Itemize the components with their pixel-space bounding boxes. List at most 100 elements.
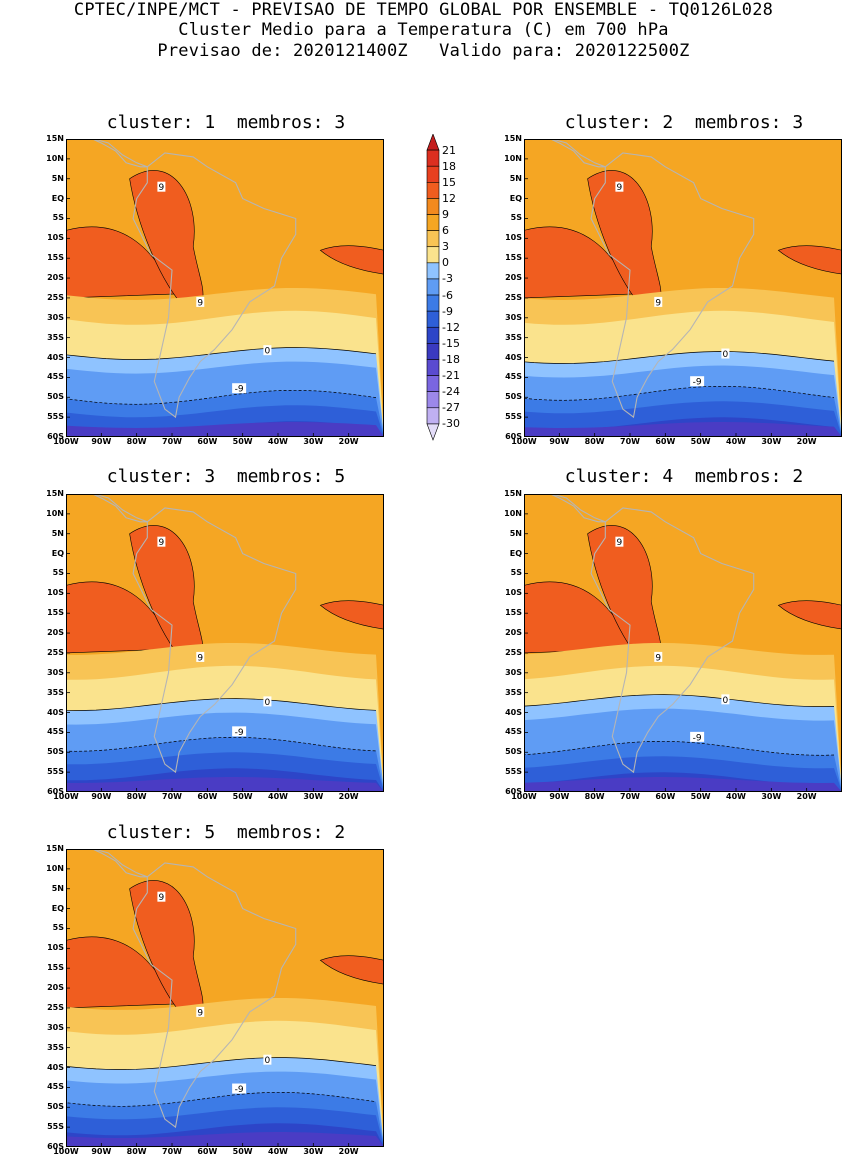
panel-title-1: cluster: 1 membros: 3 <box>106 112 346 133</box>
contour-label-0-box <box>263 345 272 356</box>
lat-label: 5N <box>509 173 522 183</box>
colorbar-swatch <box>426 375 440 392</box>
contour-label-minus9-box <box>690 731 705 742</box>
lat-label: 10S <box>47 943 64 953</box>
contour-label-0-box <box>263 1054 272 1065</box>
contour-label-minus9-box <box>232 383 247 394</box>
central-america-outline <box>66 139 148 168</box>
lat-label: 15N <box>46 844 64 853</box>
lat-label: 30S <box>505 312 522 322</box>
lat-label: 10N <box>504 153 522 163</box>
south-america-outline <box>132 507 297 774</box>
lat-label: 35S <box>505 687 522 697</box>
lon-label: 100W <box>511 792 537 801</box>
contour-label-minus9: -9 <box>232 383 247 395</box>
lon-label: 70W <box>162 437 182 446</box>
lat-label: 10N <box>46 153 64 163</box>
contour-label-9b-box <box>654 651 663 662</box>
lon-label: 40W <box>268 437 288 446</box>
contour-label-9: 9 <box>157 181 166 193</box>
contour-label-9: 9 <box>157 891 166 903</box>
lat-label: 60S <box>505 787 522 796</box>
lon-label: 20W <box>338 1147 359 1156</box>
central-america-outline <box>524 494 606 523</box>
panel-title-4: cluster: 4 membros: 2 <box>564 466 804 487</box>
map-canvas: 9 9 0 -9 <box>66 849 384 1147</box>
map-frame <box>66 139 384 437</box>
contour-minus9 <box>66 736 377 752</box>
lat-label: 40S <box>47 1062 64 1072</box>
contour-label-0: 0 <box>721 348 730 360</box>
contour-label-minus9: -9 <box>690 376 705 388</box>
colorbar-swatch <box>426 310 440 328</box>
lon-label: 70W <box>620 792 640 801</box>
map-canvas: 9 9 0 -9 <box>66 139 384 437</box>
lon-label: 30W <box>761 437 782 446</box>
contour-label-0: 0 <box>263 1054 272 1066</box>
temp-band-minus18-minus15 <box>524 777 842 792</box>
lat-label: 50S <box>47 747 64 757</box>
colorbar-tick-label: 18 <box>442 159 456 173</box>
lat-label: EQ <box>51 903 64 913</box>
colorbar-tick-label: -6 <box>442 288 453 302</box>
contour-label-9b-text: 9 <box>197 298 203 308</box>
contour-label-minus9-box <box>232 726 247 737</box>
colorbar-tick-label: -9 <box>442 304 453 318</box>
lat-label: 30S <box>47 1022 64 1032</box>
contour-label-minus9-text: -9 <box>693 733 702 743</box>
lon-label: 80W <box>126 1147 147 1156</box>
colorbar-tick-label: 9 <box>442 208 449 222</box>
temp-region-above-9-east <box>319 245 384 275</box>
colorbar-swatch <box>426 278 440 296</box>
colorbar-swatch <box>426 359 440 376</box>
lon-label: 60W <box>655 437 676 446</box>
colorbar-swatch <box>426 294 440 312</box>
lat-label: 35S <box>47 332 64 342</box>
lat-label: 5S <box>52 923 64 933</box>
contour-label-minus9-text: -9 <box>693 378 702 388</box>
contour-label-9b: 9 <box>654 296 663 308</box>
colorbar-tick-label: 15 <box>442 175 456 189</box>
contour-zero <box>66 698 377 711</box>
lat-label: 15S <box>47 963 64 973</box>
colorbar-tick-label: -21 <box>442 369 460 383</box>
contour-label-0: 0 <box>721 694 730 706</box>
colorbar: 21 18 15 12 9 6 3 0 -3 -6 -9 -12 -15 -18 -21 -24 -27 -30 <box>425 134 485 444</box>
contour-label-9-text: 9 <box>617 183 623 193</box>
contour-label-minus9: -9 <box>690 731 705 743</box>
lat-label: 60S <box>47 1142 64 1151</box>
lat-label: 50S <box>505 747 522 757</box>
lat-label: 60S <box>47 787 64 796</box>
lat-label: 10N <box>46 863 64 873</box>
colorbar-swatch <box>426 407 440 425</box>
colorbar-tick-label: 21 <box>442 143 456 157</box>
contour-label-9: 9 <box>157 536 166 548</box>
lat-label: 10S <box>47 588 64 598</box>
lat-label: 10N <box>504 508 522 518</box>
contour-label-9-box <box>157 536 166 547</box>
contour-label-minus9-box <box>690 376 705 387</box>
lat-label: 55S <box>505 767 522 777</box>
lon-label: 70W <box>162 1147 182 1156</box>
temp-band-minus18-minus15 <box>66 422 384 437</box>
lat-label: 5N <box>51 528 64 538</box>
lon-label: 20W <box>796 792 817 801</box>
colorbar-tick-label: -30 <box>442 417 460 431</box>
lat-label: 45S <box>47 372 64 382</box>
lat-label: 25S <box>505 292 522 302</box>
contour-label-0-text: 0 <box>265 347 271 357</box>
colorbar-swatch <box>426 230 440 248</box>
lat-label: 30S <box>505 667 522 677</box>
lat-label: EQ <box>51 548 64 558</box>
central-america-outline <box>66 849 148 878</box>
lon-label: 40W <box>268 1147 288 1156</box>
contour-label-minus9-text: -9 <box>235 728 244 738</box>
contour-label-9b-text: 9 <box>655 653 661 663</box>
lat-label: 45S <box>505 727 522 737</box>
lat-label: 15S <box>505 608 522 618</box>
lat-label: 20S <box>505 628 522 638</box>
contour-minus9 <box>524 740 835 756</box>
contour-label-0: 0 <box>263 696 272 708</box>
lon-label: 100W <box>53 792 79 801</box>
colorbar-tick-label: -18 <box>442 352 460 366</box>
